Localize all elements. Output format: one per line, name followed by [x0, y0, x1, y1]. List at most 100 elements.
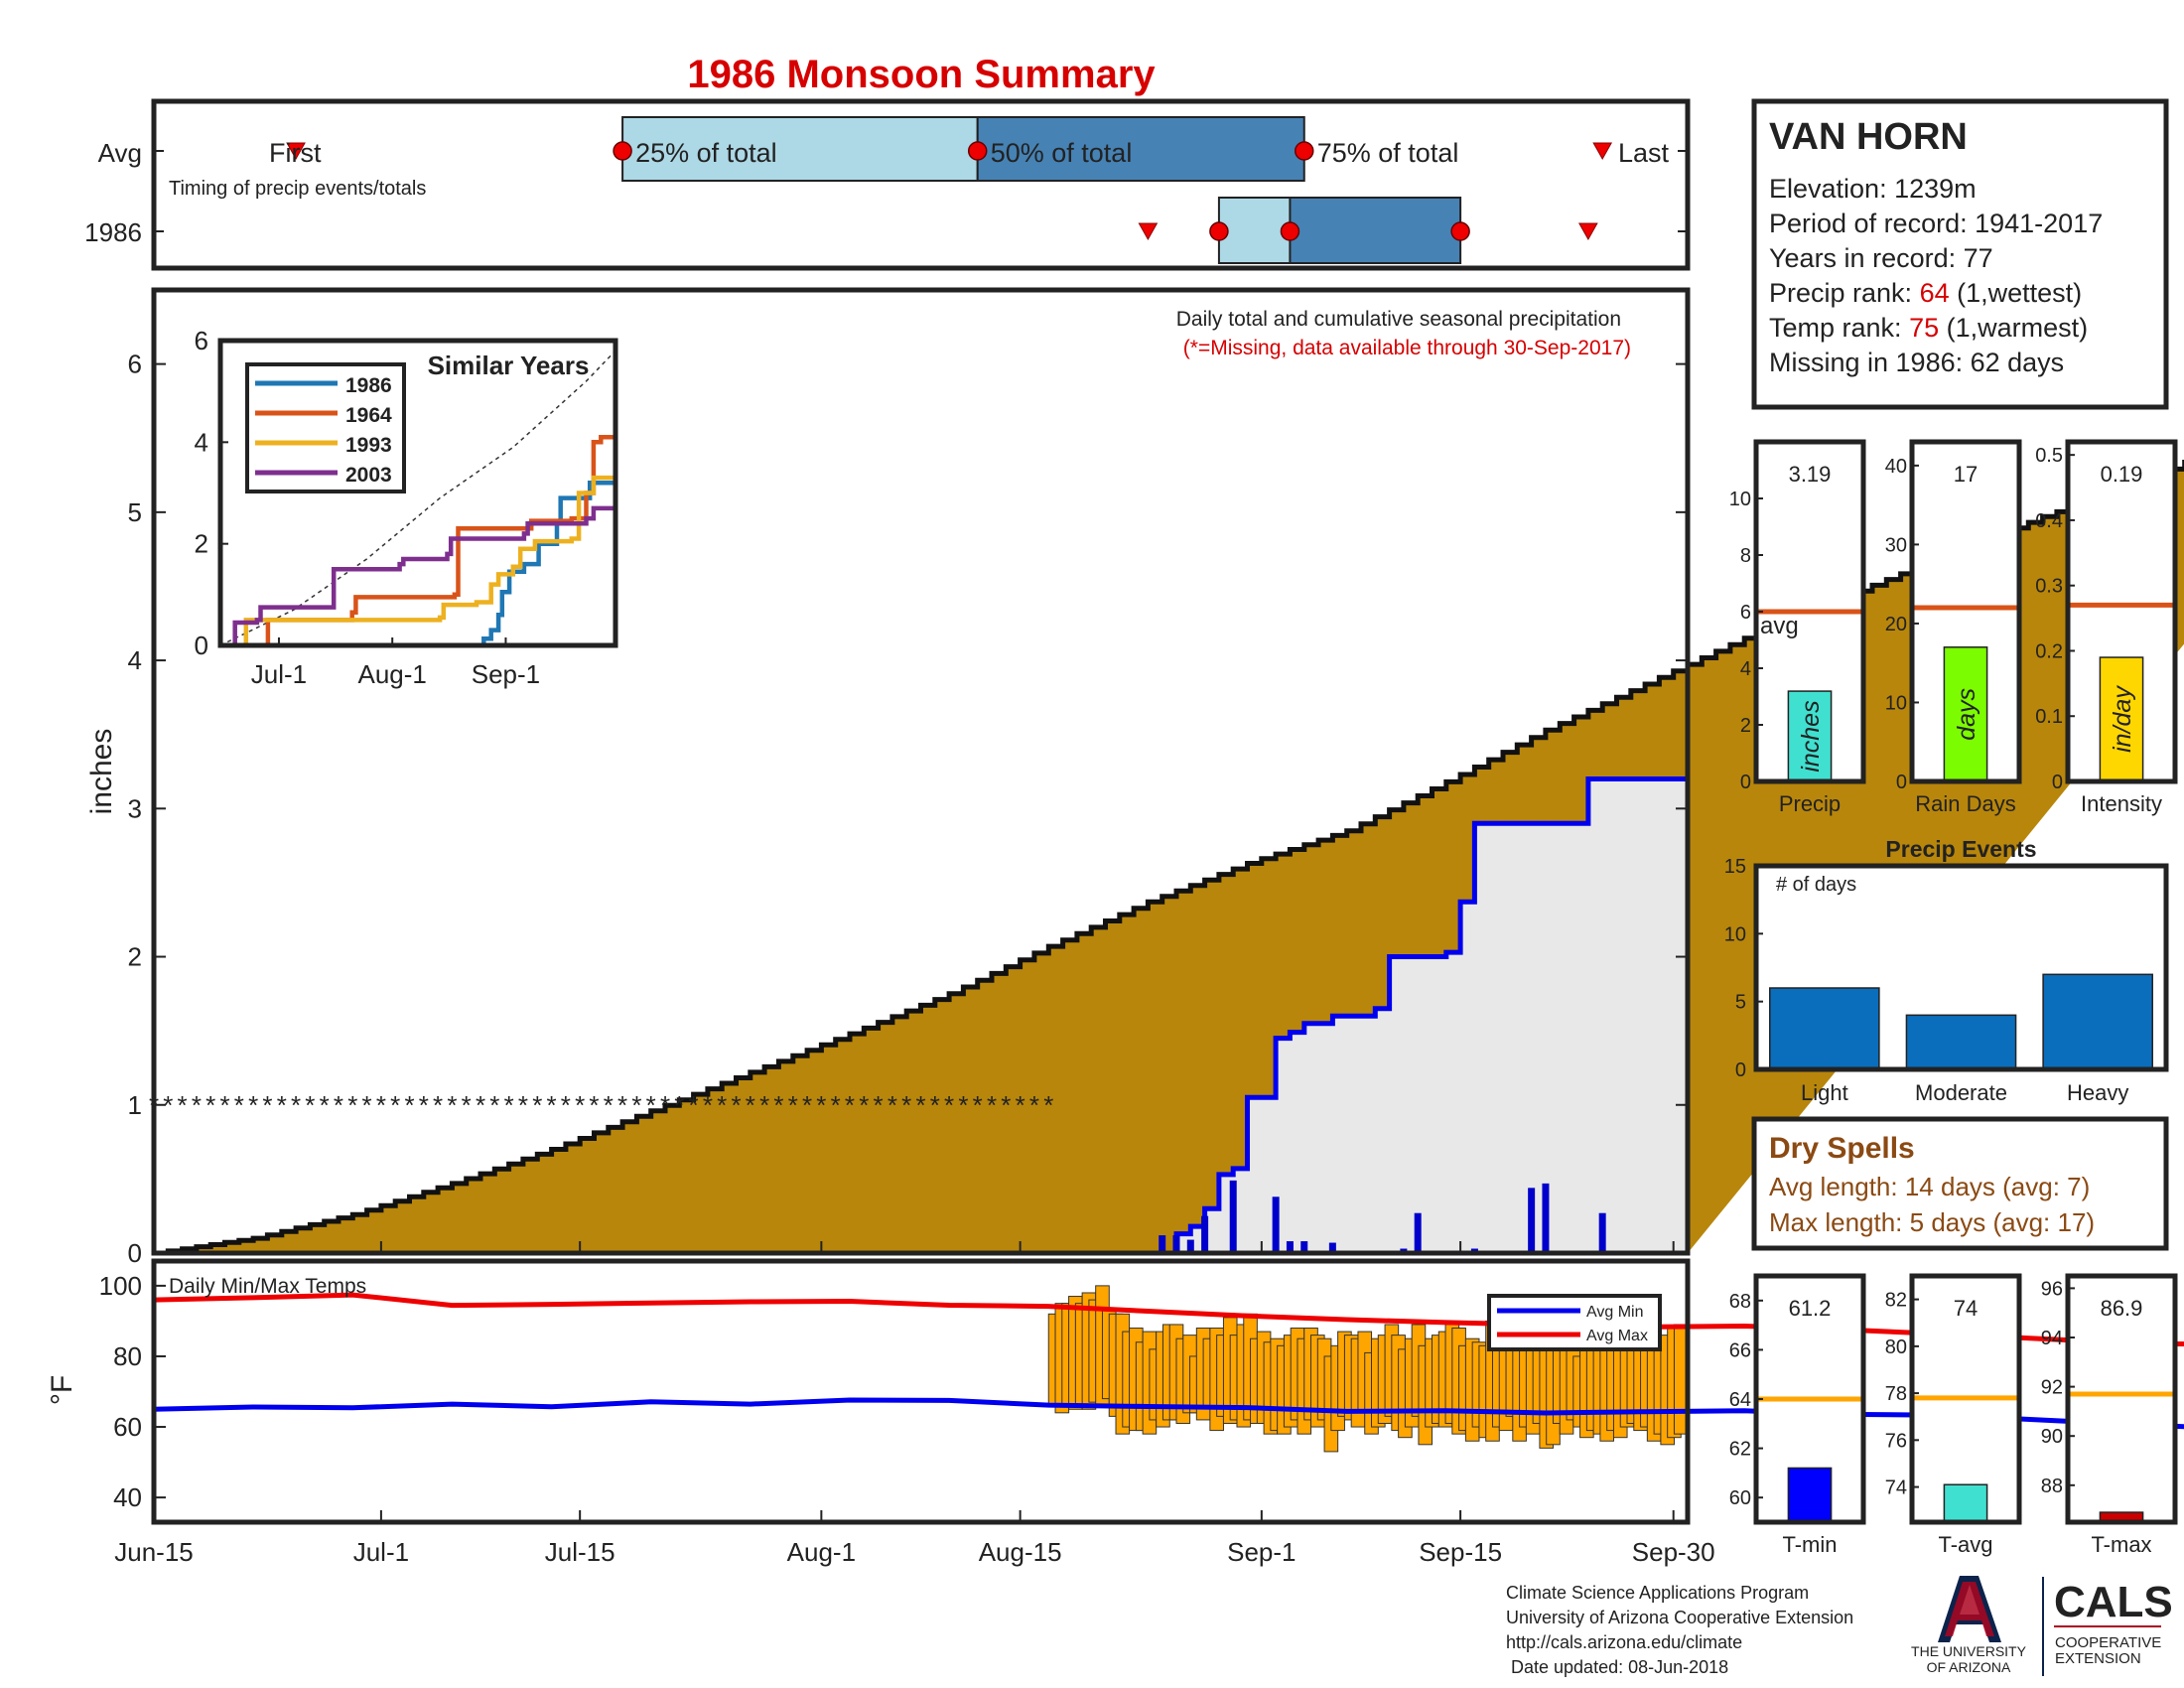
- inset-title: Similar Years: [428, 351, 590, 380]
- daily-precip-bar-12: [1528, 1188, 1536, 1253]
- daily-precip-bar-10: [1414, 1212, 1422, 1253]
- main-precip-chart: * * * * * * * * * * * * * * * * * * * * * * * * * * * * * * * * * * * * * * * *…: [85, 287, 2184, 1268]
- temp-y-tick-label-80: 80: [113, 1341, 142, 1371]
- dry-spells-max-length: Max length: 5 days (avg: 17): [1769, 1207, 2095, 1237]
- missing-day-marker-4: *: [205, 1090, 215, 1120]
- temp-y-tick-label-40: 40: [113, 1482, 142, 1512]
- station-frame: [1751, 98, 2169, 410]
- missing-day-marker-2: *: [178, 1090, 188, 1120]
- avg-min-line: [153, 1397, 2184, 1430]
- missing-day-marker-22: *: [462, 1090, 472, 1120]
- inset-series-1986: [220, 481, 615, 648]
- missing-day-marker-62: *: [1029, 1090, 1039, 1120]
- dry-spells-title: Dry Spells: [1769, 1132, 1915, 1165]
- timing-year-p75-marker: [1450, 221, 1470, 241]
- temp-marks: [153, 1285, 2184, 1453]
- station-name: VAN HORN: [1769, 116, 1968, 158]
- intensity-y-tick-label-0.1: 0.1: [2035, 706, 2063, 728]
- tmax-y-tick-label-92: 92: [2041, 1377, 2063, 1399]
- ua-logo-line-1: THE UNIVERSITY: [1911, 1643, 2027, 1659]
- marker-p25-label: 25% of total: [635, 138, 777, 168]
- main-precip-marks: * * * * * * * * * * * * * * * * * * * * * * * * * * * * * * * * * * * * * * * *…: [149, 460, 2184, 1256]
- date-tick-label-3: Aug-1: [787, 1537, 856, 1567]
- date-tick-label-7: Sep-30: [1632, 1537, 1715, 1567]
- missing-day-marker-32: *: [604, 1090, 614, 1120]
- date-tick-label-0: Jun-15: [114, 1537, 194, 1567]
- tmin-category-label: T-min: [1783, 1532, 1838, 1557]
- missing-day-marker-43: *: [759, 1090, 769, 1120]
- timing-avg-last-marker: [1592, 142, 1613, 161]
- tmax-y-tick-label-94: 94: [2041, 1328, 2063, 1349]
- precip-total-y-tick-label-4: 4: [1740, 658, 1751, 680]
- missing-day-marker-55: *: [930, 1090, 940, 1120]
- tmin-y-tick-label-68: 68: [1729, 1291, 1751, 1313]
- tavg-bar: [1943, 1483, 1988, 1523]
- missing-day-marker-58: *: [973, 1090, 983, 1120]
- missing-day-marker-18: *: [404, 1090, 414, 1120]
- precip-events-bar-moderate: [1905, 1014, 2017, 1070]
- rain-days-bar: [1943, 646, 1988, 782]
- main-y-tick-label-2: 2: [128, 942, 142, 972]
- temp-y-tick-label-60: 60: [113, 1412, 142, 1442]
- daily-precip-bar-14: [1598, 1212, 1606, 1253]
- main-y-axis-label: inches: [85, 729, 118, 815]
- temp-rank-prefix: Temp rank:: [1769, 313, 1909, 343]
- footer-credits: Climate Science Applications Program Uni…: [1506, 1583, 1853, 1677]
- cals-logo-line-2: COOPERATIVE: [2055, 1634, 2161, 1651]
- rain-days-frame: [1909, 439, 2022, 784]
- avg-cumulative-line: [154, 460, 2184, 1256]
- date-tick-label-4: Aug-15: [979, 1537, 1062, 1567]
- missing-day-marker-59: *: [987, 1090, 997, 1120]
- temp-legend: Avg Min Avg Max: [1487, 1294, 1662, 1351]
- precip-rank-suffix: (1,wettest): [1950, 278, 2083, 308]
- tavg-y-tick-label-80: 80: [1885, 1336, 1907, 1358]
- intensity-category-label: Intensity: [2081, 791, 2162, 816]
- ua-logo-line-2: OF ARIZONA: [1927, 1659, 2011, 1675]
- legend-label-2003: 2003: [345, 464, 392, 487]
- year-cumulative-area: [154, 778, 1688, 1253]
- legend-label-1986: 1986: [345, 374, 392, 397]
- tavg-y-tick-label-82: 82: [1885, 1290, 1907, 1312]
- temp-title: Daily Min/Max Temps: [169, 1275, 366, 1298]
- intensity-y-tick-label-0.5: 0.5: [2035, 445, 2063, 467]
- tmax-category-label: T-max: [2091, 1532, 2151, 1557]
- timing-year-q1-box: [1217, 197, 1292, 264]
- daily-precip-bar-4: [1229, 1180, 1237, 1253]
- rain-days-y-tick-label-40: 40: [1885, 456, 1907, 478]
- precip-total-avg-label: avg: [1760, 613, 1799, 639]
- timing-year-p50-marker: [1280, 221, 1300, 241]
- rain-days-y-tick-label-30: 30: [1885, 534, 1907, 556]
- timing-avg-first-marker: [286, 142, 306, 161]
- date-tick-label-6: Sep-15: [1419, 1537, 1502, 1567]
- station-precip-rank: Precip rank: 64 (1,wettest): [1769, 278, 2082, 308]
- station-elevation: Elevation: 1239m: [1769, 174, 1977, 204]
- inset-y-tick-label-4: 4: [195, 427, 208, 457]
- daily-precip-bar-1: [1172, 1235, 1180, 1253]
- main-y-tick-label-5: 5: [128, 497, 142, 527]
- station-missing: Missing in 1986: 62 days: [1769, 348, 2064, 377]
- precip-total-category-label: Precip: [1779, 791, 1841, 816]
- precip-events-title: Precip Events: [1885, 836, 2036, 862]
- missing-day-marker-6: *: [234, 1090, 244, 1120]
- precip-events-category-moderate: Moderate: [1915, 1080, 2007, 1105]
- timing-caption: Timing of precip events/totals: [169, 178, 426, 200]
- missing-day-marker-42: *: [746, 1090, 755, 1120]
- timing-avg-p25-marker: [613, 141, 632, 161]
- precip-events-y-tick-label-5: 5: [1735, 992, 1746, 1014]
- missing-day-marker-1: *: [163, 1090, 173, 1120]
- missing-day-marker-15: *: [362, 1090, 372, 1120]
- precip-total-y-tick-label-8: 8: [1740, 545, 1751, 567]
- daily-precip-bar-3: [1201, 1215, 1209, 1253]
- avg-max-line: [153, 1292, 2184, 1346]
- footer-line-3: http://cals.arizona.edu/climate: [1506, 1632, 1742, 1652]
- rain-days-bar-label: days: [1953, 688, 1980, 741]
- inset-y-tick-label-2: 2: [195, 529, 208, 559]
- legend-label-1993: 1993: [345, 434, 392, 457]
- main-frame: [151, 287, 1691, 1256]
- inset-series-2003: [220, 505, 615, 648]
- missing-day-marker-52: *: [887, 1090, 897, 1120]
- missing-day-marker-29: *: [561, 1090, 571, 1120]
- tavg-category-label: T-avg: [1938, 1532, 1992, 1557]
- missing-day-marker-26: *: [518, 1090, 528, 1120]
